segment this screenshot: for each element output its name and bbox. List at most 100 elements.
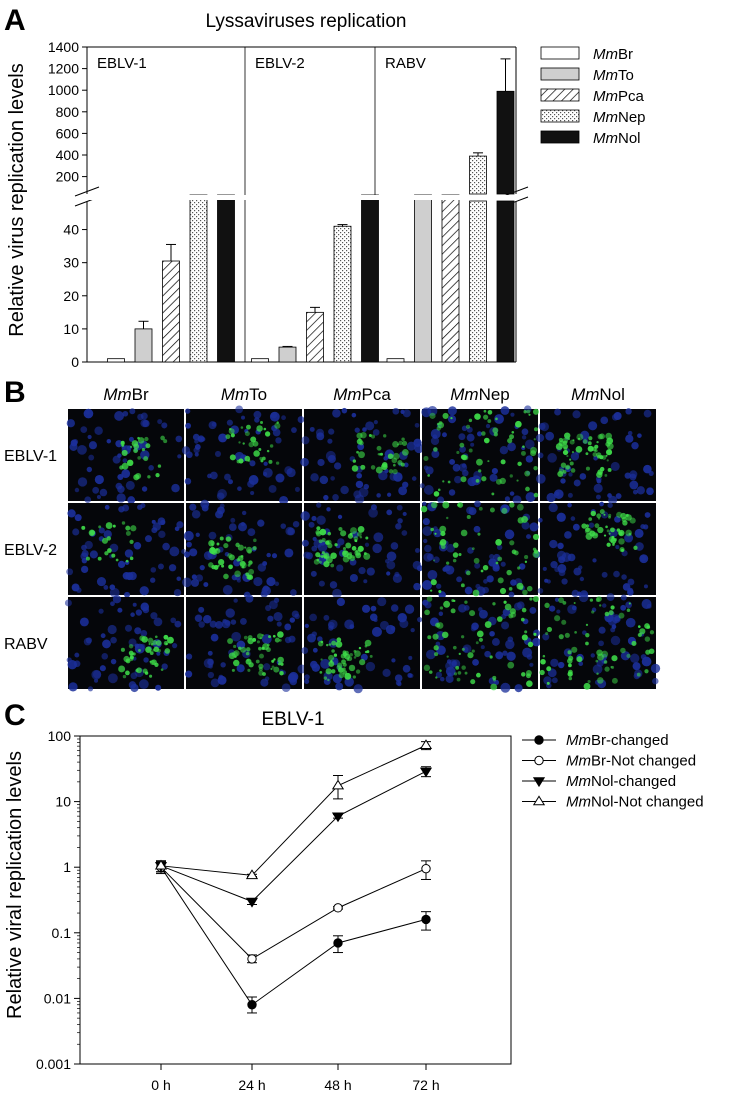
virus-stain	[133, 474, 140, 481]
data-point	[333, 903, 343, 913]
virus-stain	[263, 427, 267, 431]
virus-stain	[209, 547, 216, 555]
virus-stain	[271, 659, 275, 663]
panel-a-title: Lyssaviruses replication	[206, 11, 407, 32]
nucleus-stain	[372, 543, 382, 554]
virus-stain	[246, 647, 251, 652]
nucleus-stain	[525, 455, 534, 463]
nucleus-stain	[355, 480, 364, 489]
nucleus-stain	[627, 578, 635, 586]
virus-stain	[370, 465, 376, 470]
nucleus-stain	[184, 408, 191, 414]
virus-stain	[595, 659, 599, 663]
nucleus-stain	[156, 651, 161, 656]
virus-stain	[452, 552, 459, 558]
virus-stain	[250, 436, 257, 443]
virus-stain	[509, 474, 513, 478]
virus-stain	[439, 606, 444, 610]
nucleus-stain	[100, 633, 106, 639]
virus-stain	[526, 409, 531, 414]
nucleus-stain	[332, 588, 342, 599]
virus-stain	[618, 538, 625, 545]
virus-stain	[317, 640, 324, 647]
legend-swatch	[540, 109, 580, 123]
nucleus-stain	[125, 480, 135, 490]
nucleus-stain	[170, 617, 177, 624]
nucleus-stain	[310, 570, 317, 577]
virus-stain	[509, 434, 515, 440]
nucleus-stain	[478, 609, 488, 619]
virus-stain	[402, 449, 409, 456]
data-point	[331, 779, 345, 790]
nucleus-stain	[98, 527, 105, 534]
panel-b-letter: B	[4, 376, 26, 409]
nucleus-stain	[505, 639, 515, 650]
nucleus-stain	[431, 450, 440, 459]
nucleus-stain	[454, 475, 462, 484]
nucleus-stain	[168, 564, 177, 572]
virus-stain	[497, 556, 503, 562]
nucleus-stain	[74, 514, 82, 522]
data-point	[247, 1000, 257, 1010]
nucleus-stain	[504, 529, 515, 540]
virus-stain	[427, 635, 432, 640]
nucleus-stain	[601, 571, 608, 578]
nucleus-stain	[294, 486, 300, 492]
virus-stain	[85, 556, 90, 561]
nucleus-stain	[557, 542, 564, 550]
y-tick-label: 400	[56, 147, 80, 163]
virus-stain	[589, 598, 594, 602]
virus-stain	[111, 553, 116, 558]
nucleus-stain	[652, 677, 659, 685]
virus-stain	[434, 532, 437, 535]
legend-label: MmTo	[593, 67, 634, 84]
nucleus-stain	[529, 606, 537, 614]
virus-stain	[370, 434, 376, 439]
virus-stain	[560, 462, 567, 468]
nucleus-stain	[406, 441, 416, 451]
virus-stain	[157, 648, 161, 653]
nucleus-stain	[440, 676, 445, 682]
nucleus-stain	[588, 421, 598, 431]
nucleus-stain	[554, 597, 560, 602]
nucleus-stain	[217, 489, 227, 499]
nucleus-stain	[157, 517, 166, 526]
nucleus-stain	[77, 477, 88, 487]
nucleus-stain	[522, 647, 533, 658]
nucleus-stain	[451, 660, 457, 666]
nucleus-stain	[127, 496, 136, 504]
nucleus-stain	[134, 627, 142, 635]
virus-stain	[608, 513, 612, 517]
nucleus-stain	[615, 545, 620, 550]
virus-stain	[433, 447, 438, 452]
nucleus-stain	[601, 603, 607, 608]
virus-stain	[429, 589, 433, 592]
virus-stain	[349, 653, 353, 657]
micrograph-image	[301, 597, 423, 694]
nucleus-stain	[401, 530, 408, 536]
virus-stain	[561, 619, 567, 625]
virus-stain	[573, 601, 576, 605]
nucleus-stain	[564, 531, 572, 539]
virus-stain	[335, 641, 343, 648]
virus-stain	[266, 449, 270, 453]
virus-stain	[471, 649, 475, 653]
virus-stain	[378, 453, 382, 456]
virus-stain	[569, 458, 572, 461]
virus-stain	[606, 529, 610, 533]
nucleus-stain	[110, 636, 117, 644]
nucleus-stain	[271, 425, 278, 432]
virus-stain	[245, 651, 250, 656]
virus-stain	[603, 513, 606, 516]
virus-stain	[597, 434, 603, 440]
virus-stain	[313, 558, 320, 565]
virus-stain	[340, 530, 347, 537]
virus-stain	[571, 451, 574, 454]
virus-stain	[223, 542, 229, 549]
virus-stain	[105, 522, 113, 529]
virus-stain	[155, 640, 162, 646]
column-header: MmTo	[221, 385, 267, 404]
virus-stain	[342, 652, 348, 657]
nucleus-stain	[137, 413, 144, 421]
y-tick-label: 1000	[48, 82, 79, 98]
